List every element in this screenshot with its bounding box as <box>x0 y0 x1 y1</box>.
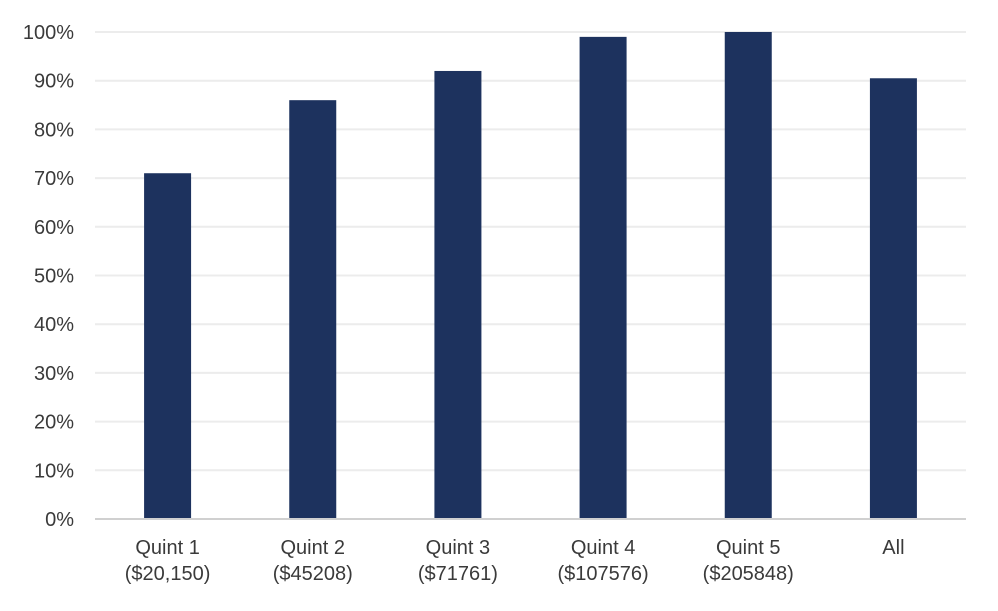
bar <box>144 173 192 520</box>
bar <box>434 70 482 520</box>
gridlines <box>95 31 966 472</box>
y-tick-label: 80% <box>34 119 74 141</box>
bars <box>144 32 917 520</box>
x-tick-label: Quint 4 ($107576) <box>557 537 648 585</box>
y-tick-label: 30% <box>34 363 74 385</box>
x-tick-label: All <box>882 537 904 559</box>
y-tick-label: 10% <box>34 460 74 482</box>
y-tick-label: 90% <box>34 71 74 93</box>
y-tick-label: 50% <box>34 266 74 288</box>
x-axis-tick-labels: Quint 1 ($20,150) Quint 2 ($45208) Quint 3 ($… <box>125 537 905 585</box>
y-tick-label: 20% <box>34 412 74 434</box>
bar <box>289 100 337 520</box>
x-tick-label: Quint 2 ($45208) <box>273 537 353 585</box>
x-tick-label: Quint 3 ($71761) <box>418 537 498 585</box>
bar <box>724 32 772 519</box>
y-axis-tick-labels: 0% 10% 20% 30% 40% 50% 60% 70% 80% 90% 100% <box>23 22 74 531</box>
bar <box>869 78 917 519</box>
x-tick-label: Quint 1 ($20,150) <box>125 537 211 585</box>
bar <box>579 36 627 520</box>
y-tick-label: 60% <box>34 217 74 239</box>
x-tick-label: Quint 5 ($205848) <box>703 537 794 585</box>
y-tick-label: 40% <box>34 314 74 336</box>
y-tick-label: 100% <box>23 22 74 44</box>
y-tick-label: 0% <box>45 509 74 531</box>
y-tick-label: 70% <box>34 168 74 190</box>
